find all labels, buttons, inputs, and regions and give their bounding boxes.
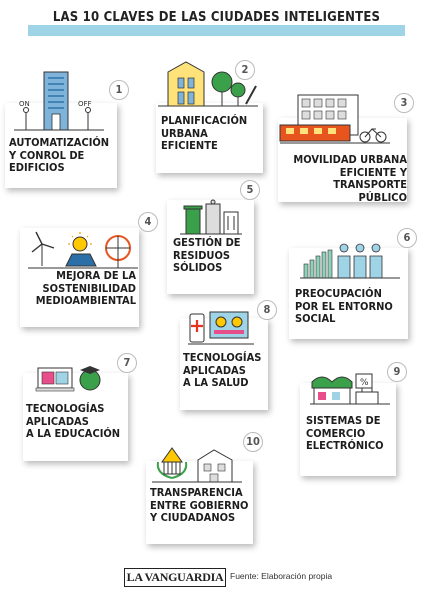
key-label-9: SISTEMAS DE COMERCIO ELECTRÓNICO [306,414,384,452]
key-card-2: PLANIFICACIÓN URBANA EFICIENTE [156,103,263,173]
key-label-10: TRANSPARENCIA ENTRE GOBIERNO Y CIUDADANO… [150,486,249,524]
brand-logo: LA VANGUARDIA [124,568,226,587]
ecommerce-icon: % [310,373,390,405]
education-tech-icon [35,366,101,392]
waste-bins-icon [180,199,242,235]
key-label-8: TECNOLOGÍAS APLICADAS A LA SALUD [183,351,262,389]
on-label: ON [19,100,30,108]
key-number-6: 6 [397,228,417,248]
city-planning-icon [158,61,258,107]
key-number-4: 4 [138,212,158,232]
svg-text:%: % [360,378,369,388]
title-banner: LAS 10 CLAVES DE LAS CIUDADES INTELIGENT… [28,10,405,36]
key-label-2: PLANIFICACIÓN URBANA EFICIENTE [161,114,248,152]
building-onoff-icon: ON OFF [14,71,104,131]
key-number-1: 1 [109,80,129,100]
key-label-6: PREOCUPACIÓN POR EL ENTORNO SOCIAL [295,287,393,325]
key-number-2: 2 [235,60,255,80]
key-label-4: MEJORA DE LA SOSTENIBILIDAD MEDIOAMBIENT… [35,269,136,307]
page-title: LAS 10 CLAVES DE LAS CIUDADES INTELIGENT… [52,10,381,25]
key-label-7: TECNOLOGÍAS APLICADAS A LA EDUCACIÓN [26,402,121,440]
key-number-8: 8 [257,300,277,320]
key-label-3: MOVILIDAD URBANA EFICIENTE Y TRANSPORTE … [293,153,407,204]
off-label: OFF [78,100,92,108]
tram-bike-icon [279,94,390,144]
key-number-3: 3 [394,93,414,113]
key-label-5: GESTIÓN DE RESIDUOS SÓLIDOS [173,236,241,274]
government-icon [152,447,242,483]
title-accent-band [28,25,405,36]
key-number-7: 7 [117,353,137,373]
key-number-5: 5 [240,180,260,200]
health-tech-icon [188,311,254,345]
key-number-9: 9 [387,362,407,382]
key-number-10: 10 [243,432,263,452]
key-label-1: AUTOMATIZACIÓN Y CONROL DE EDIFICIOS [9,136,110,174]
renewable-energy-icon [28,231,138,269]
source-note: Fuente: Elaboración propia [230,571,333,581]
people-city-icon [300,243,400,279]
